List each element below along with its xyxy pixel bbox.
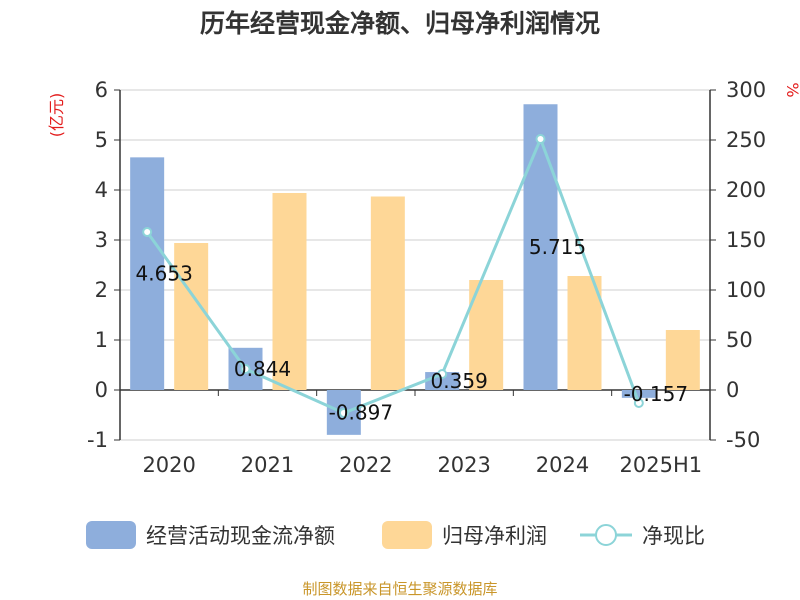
legend-label-netprofit: 归母净利润 xyxy=(442,524,547,548)
bar-netprofit xyxy=(174,243,209,390)
ratio-point xyxy=(240,364,251,374)
ratio-point xyxy=(535,134,546,144)
chart-title: 历年经营现金净额、归母净利润情况 xyxy=(200,9,600,38)
axes xyxy=(114,89,716,441)
x-tick-label: 2023 xyxy=(437,453,490,477)
bar-netprofit xyxy=(665,330,700,390)
bar-cashflow xyxy=(130,157,165,390)
right-tick-label: 100 xyxy=(726,278,766,302)
left-tick-label: 1 xyxy=(95,328,108,352)
right-tick-label: 50 xyxy=(726,328,753,352)
data-labels: 4.653 0.844 -0.897 0.359 5.715 -0.157 xyxy=(136,235,689,424)
legend: 经营活动现金流净额 归母净利润 净现比 xyxy=(86,521,705,549)
x-tick-label: 2025H1 xyxy=(620,453,703,477)
x-axis-labels: 2020 2021 2022 2023 2024 2025H1 xyxy=(142,453,702,477)
ratio-point xyxy=(633,398,644,408)
x-tick-label: 2024 xyxy=(536,453,589,477)
bar-netprofit xyxy=(272,193,307,390)
data-label-cashflow: 4.653 xyxy=(136,262,193,286)
right-tick-label: 250 xyxy=(726,128,766,152)
right-tick-label: -50 xyxy=(726,428,760,452)
left-tick-label: 2 xyxy=(95,278,108,302)
data-label-cashflow: -0.897 xyxy=(329,400,393,424)
bars xyxy=(130,104,700,435)
left-tick-label: 4 xyxy=(95,178,108,202)
source-note: 制图数据来自恒生聚源数据库 xyxy=(302,580,497,598)
right-tick-label: 0 xyxy=(726,378,739,402)
bar-cashflow xyxy=(523,104,558,390)
data-label-cashflow: 5.715 xyxy=(529,235,586,259)
data-label-cashflow: 0.844 xyxy=(234,357,291,381)
x-tick-label: 2020 xyxy=(142,453,195,477)
ratio-line-path xyxy=(145,134,641,415)
left-tick-label: -1 xyxy=(87,428,108,452)
right-tick-label: 300 xyxy=(726,78,766,102)
legend-label-cashflow: 经营活动现金流净额 xyxy=(146,524,335,548)
ratio-point xyxy=(142,227,153,237)
left-axis-unit: (亿元) xyxy=(47,93,66,138)
left-axis-ticks: 6 5 4 3 2 1 0 -1 xyxy=(87,78,108,452)
legend-swatch-netprofit xyxy=(382,521,432,549)
left-tick-label: 3 xyxy=(95,228,108,252)
x-tick-label: 2022 xyxy=(339,453,392,477)
ratio-line xyxy=(142,134,644,418)
bar-netprofit xyxy=(370,196,405,390)
right-tick-label: 200 xyxy=(726,178,766,202)
left-tick-label: 5 xyxy=(95,128,108,152)
right-axis-ticks: 300 250 200 150 100 50 0 -50 xyxy=(726,78,766,452)
bar-netprofit xyxy=(567,276,602,390)
left-tick-label: 0 xyxy=(95,378,108,402)
legend-swatch-ratio-marker xyxy=(595,524,617,546)
x-tick-label: 2021 xyxy=(241,453,294,477)
ratio-point xyxy=(338,408,349,418)
legend-label-ratio: 净现比 xyxy=(642,524,705,548)
right-tick-label: 150 xyxy=(726,228,766,252)
right-axis-unit: % xyxy=(783,82,800,97)
ratio-point xyxy=(437,369,448,379)
gridlines xyxy=(120,89,710,441)
legend-swatch-cashflow xyxy=(86,521,136,549)
data-label-cashflow: -0.157 xyxy=(624,382,688,406)
left-tick-label: 6 xyxy=(95,78,108,102)
bar-cashflow xyxy=(621,390,656,398)
data-label-cashflow: 0.359 xyxy=(431,369,488,393)
